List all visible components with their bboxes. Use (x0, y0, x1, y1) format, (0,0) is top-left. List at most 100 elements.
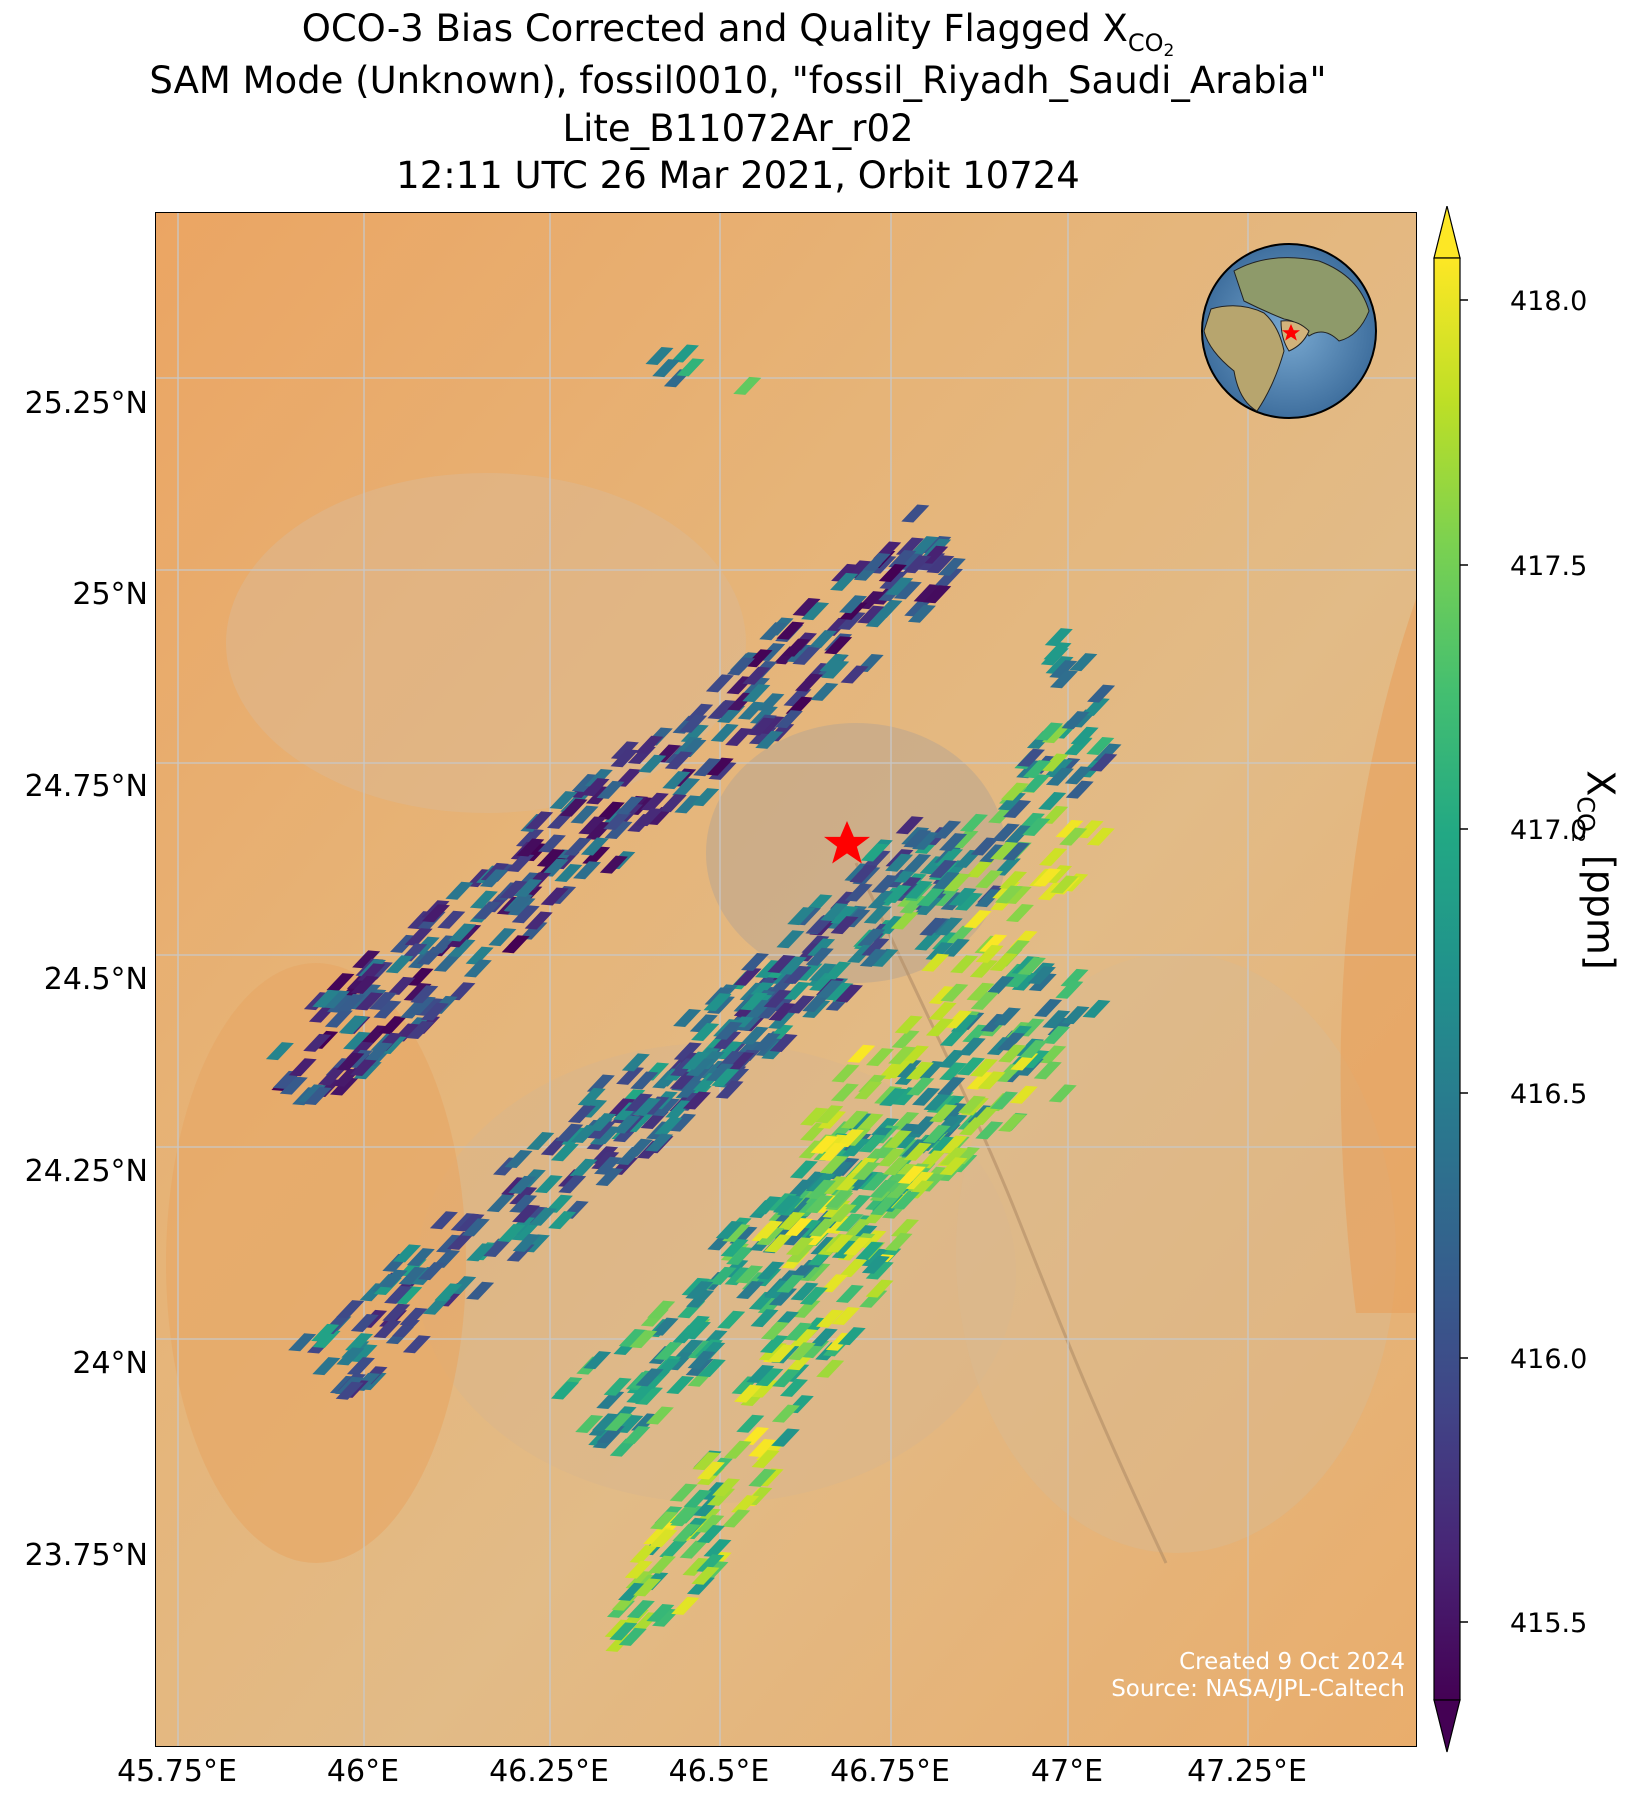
sounding-footprint (350, 1058, 379, 1077)
sounding-footprint (544, 1194, 573, 1213)
sounding-footprint (345, 1333, 374, 1352)
sounding-footprint (741, 677, 770, 696)
sounding-footprint (854, 1081, 883, 1100)
lat-label: 23.75°N (24, 1538, 148, 1573)
sounding-footprint (986, 976, 1015, 995)
sounding-footprint (746, 1364, 775, 1383)
wadi (854, 862, 1168, 1564)
sounding-footprint (649, 1529, 678, 1548)
sounding-footprint (754, 1220, 783, 1239)
sounding-footprint (577, 1087, 606, 1106)
sounding-footprint (928, 859, 957, 878)
sounding-footprint (669, 1483, 698, 1502)
sounding-footprint (1003, 885, 1032, 904)
sounding-footprint (696, 1524, 725, 1543)
sounding-footprint (891, 1191, 920, 1210)
sounding-footprint (703, 1539, 732, 1558)
sounding-footprint (683, 1489, 712, 1508)
lon-label: 46.75°E (830, 1754, 950, 1789)
sounding-footprint (966, 982, 995, 1001)
sounding-footprint (787, 1342, 816, 1361)
sounding-footprint (591, 1151, 620, 1170)
sounding-footprint (384, 1285, 413, 1304)
sounding-footprint (402, 1335, 431, 1354)
sounding-footprint (792, 597, 821, 616)
sounding-footprint (834, 984, 863, 1003)
sounding-footprint (558, 1175, 587, 1194)
sounding-footprint (645, 1133, 674, 1152)
sounding-footprint (506, 854, 535, 873)
sounding-footprint (676, 1079, 705, 1098)
sounding-footprint (783, 688, 812, 707)
sounding-footprint (998, 1113, 1027, 1132)
sounding-footprint (570, 805, 599, 824)
sounding-footprint (783, 965, 812, 984)
sounding-footprint (786, 1244, 815, 1263)
sounding-footprint (810, 682, 839, 701)
sounding-footprint (965, 859, 994, 878)
sounding-footprint (708, 1266, 737, 1285)
sounding-footprint (903, 829, 932, 848)
sounding-footprint (720, 1238, 749, 1257)
sounding-footprint (950, 955, 979, 974)
sounding-footprint (894, 1015, 923, 1034)
sounding-footprint (596, 801, 625, 820)
lat-label: 25°N (72, 577, 148, 612)
sounding-footprint (883, 1060, 912, 1079)
sounding-footprint (879, 571, 908, 590)
map-canvas[interactable] (156, 213, 1417, 1747)
sounding-footprint (912, 1087, 941, 1106)
sounding-footprint (479, 869, 508, 888)
sounding-footprint (646, 1604, 675, 1623)
sounding-footprint (357, 963, 386, 982)
lon-label: 46°E (326, 1754, 400, 1789)
sounding-footprint (584, 769, 613, 788)
sounding-footprint (686, 1289, 715, 1308)
sounding-footprint (399, 1307, 428, 1326)
sounding-footprint (736, 1281, 765, 1300)
sounding-footprint (665, 1100, 694, 1119)
colorbar-label-subscript: CO2 (1568, 796, 1600, 842)
sounding-footprint (714, 1021, 743, 1040)
sounding-footprint (860, 1248, 889, 1267)
sounding-footprint (1033, 868, 1062, 887)
sounding-footprint (808, 1218, 837, 1237)
sounding-footprint (751, 1450, 780, 1469)
sounding-footprint (736, 1414, 765, 1433)
colorbar-label: XCO2 [ppm] (1568, 770, 1623, 970)
sounding-footprint (326, 973, 355, 992)
sounding-footprint (830, 572, 859, 591)
sounding-footprint (540, 1137, 569, 1156)
sounding-footprint (447, 939, 476, 958)
sounding-footprint (929, 1104, 958, 1123)
sounding-footprint (835, 1284, 864, 1303)
sounding-footprint (847, 1044, 876, 1063)
sounding-footprint (1082, 999, 1111, 1018)
sounding-footprint (885, 853, 914, 872)
map-panel[interactable] (155, 212, 1417, 1747)
sounding-footprint (863, 905, 892, 924)
sounding-footprint (726, 1052, 755, 1071)
title-line-3: Lite_B11072Ar_r02 (562, 107, 914, 150)
sounding-footprint (807, 938, 836, 957)
sounding-footprint (670, 1508, 699, 1527)
sounding-footprint (666, 1376, 695, 1395)
globe-eurasia (1233, 257, 1370, 342)
sounding-footprint (346, 1357, 375, 1376)
sounding-footprint (420, 1002, 449, 1021)
sounding-footprint (406, 1248, 435, 1267)
sounding-footprint (338, 1015, 367, 1034)
sounding-footprint (505, 894, 534, 913)
sounding-footprint (890, 1219, 919, 1238)
sounding-footprint (858, 1134, 887, 1153)
sounding-footprint (534, 1175, 563, 1194)
sounding-footprint (748, 1468, 777, 1487)
credit-source: Source: NASA/JPL-Caltech (1111, 1676, 1405, 1702)
sounding-footprint (855, 1113, 884, 1132)
sounding-footprint (994, 885, 1023, 904)
sounding-footprint (712, 1478, 741, 1497)
sounding-footprint (1061, 1006, 1090, 1025)
sounding-footprint (303, 1086, 332, 1105)
sounding-footprint (925, 1018, 954, 1037)
sounding-footprint (755, 730, 784, 749)
